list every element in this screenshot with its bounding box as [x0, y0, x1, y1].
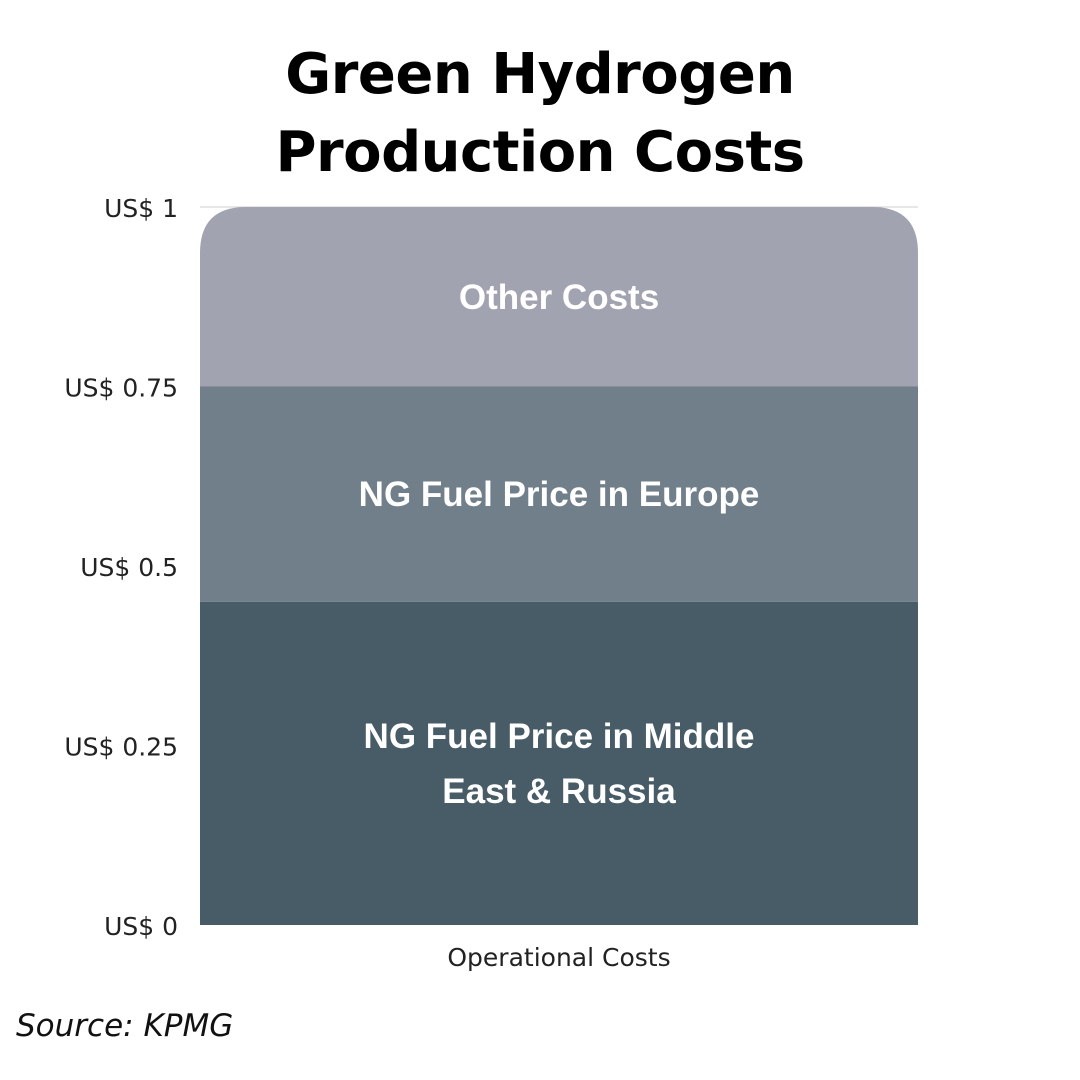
chart-title: Green Hydrogen Production Costs	[0, 36, 1080, 192]
segment-label-0: NG Fuel Price in Middle East & Russia	[364, 717, 755, 811]
chart-title-line-2: Production Costs	[275, 120, 805, 185]
segment-label-1-line-0: NG Fuel Price in Europe	[359, 475, 760, 514]
segment-label-1: NG Fuel Price in Europe	[359, 475, 760, 514]
y-tick-label-0: US$ 0	[104, 912, 178, 941]
bar-segment-1	[200, 386, 918, 602]
segment-label-2: Other Costs	[459, 278, 659, 317]
y-tick-label-2: US$ 0.5	[80, 553, 178, 582]
bar-segment-0	[200, 601, 918, 925]
y-tick-label-1: US$ 0.25	[64, 733, 178, 762]
segment-label-2-line-0: Other Costs	[459, 278, 659, 317]
bar-segment-2	[200, 207, 918, 387]
segment-label-0-line-1: East & Russia	[442, 772, 676, 811]
source-note: Source: KPMG	[16, 1008, 234, 1044]
y-tick-label-4: US$ 1	[104, 194, 178, 223]
chart-title-line-1: Green Hydrogen	[285, 42, 795, 107]
segment-label-0-line-0: NG Fuel Price in Middle	[364, 717, 755, 756]
x-category-label: Operational Costs	[447, 943, 670, 972]
y-tick-label-3: US$ 0.75	[64, 374, 178, 403]
